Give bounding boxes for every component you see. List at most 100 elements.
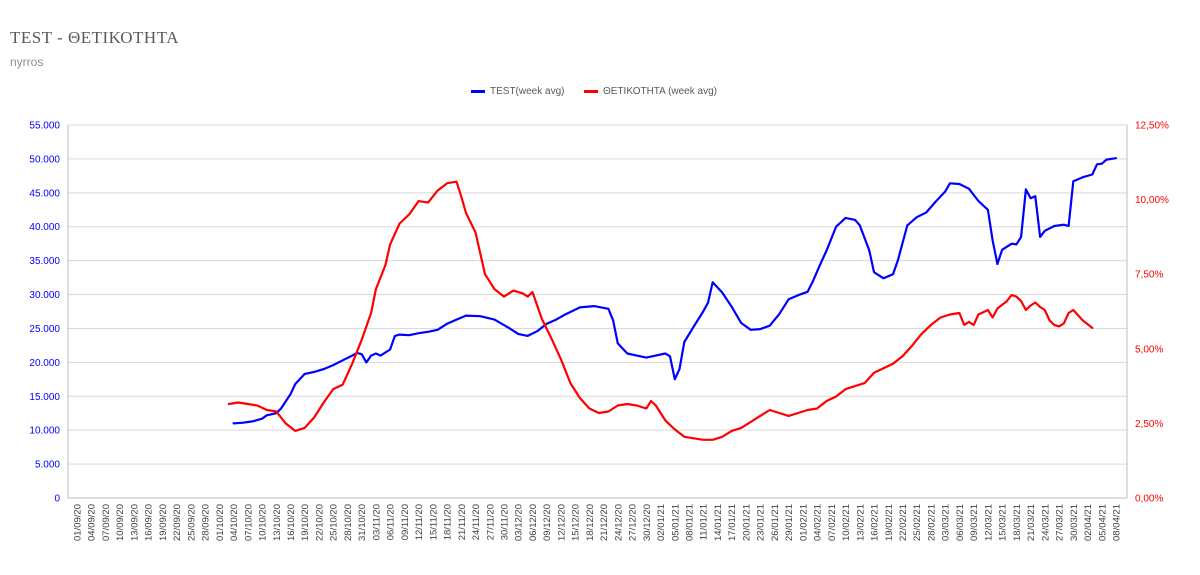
chart-legend: TEST(week avg) ΘΕΤΙΚΟΤΗΤΑ (week avg) [0,86,1200,102]
x-tick-label: 21/03/21 [1026,504,1037,541]
legend-swatch-test [471,90,485,93]
x-tick-label: 24/12/20 [613,504,624,541]
y-right-tick-label: 0,00% [1135,494,1163,505]
x-tick-label: 27/12/20 [628,504,639,541]
x-tick-label: 10/10/20 [258,504,269,541]
x-tick-label: 09/11/20 [400,504,411,540]
x-tick-label: 22/10/20 [314,504,325,541]
x-tick-label: 13/10/20 [272,504,283,541]
y-right-tick-label: 12,50% [1135,121,1169,132]
x-tick-label: 13/09/20 [129,504,140,541]
chart-title: TEST - ΘΕΤΙΚΟΤΗΤΑ [10,28,180,47]
x-tick-label: 03/11/20 [371,504,382,540]
x-tick-label: 13/02/21 [855,504,866,541]
legend-swatch-positivity [584,90,598,93]
x-tick-label: 15/03/21 [998,504,1009,541]
x-tick-label: 24/11/20 [471,504,482,540]
y-left-tick-label: 45.000 [29,188,60,199]
y-left-tick-label: 35.000 [29,256,60,267]
x-tick-label: 28/10/20 [343,504,354,541]
x-tick-label: 27/03/21 [1055,504,1066,541]
x-tick-label: 01/02/21 [798,504,809,541]
x-tick-label: 09/12/20 [542,504,553,541]
x-tick-label: 18/12/20 [585,504,596,541]
y-left-tick-label: 30.000 [29,290,60,301]
x-tick-label: 22/02/21 [898,504,909,541]
y-left-tick-label: 40.000 [29,222,60,233]
x-tick-label: 17/01/21 [727,504,738,541]
x-tick-label: 27/11/20 [485,504,496,540]
y-left-tick-label: 10.000 [29,426,60,437]
x-tick-label: 19/10/20 [300,504,311,541]
x-tick-label: 12/11/20 [414,504,425,540]
x-tick-label: 06/03/21 [955,504,966,541]
x-tick-label: 21/12/20 [599,504,610,541]
x-tick-label: 07/09/20 [101,504,112,541]
x-tick-label: 04/10/20 [229,504,240,541]
y-left-tick-label: 50.000 [29,154,60,165]
x-tick-label: 15/12/20 [571,504,582,541]
y-left-tick-label: 25.000 [29,324,60,335]
legend-label-test: TEST(week avg) [490,86,565,97]
x-tick-label: 07/10/20 [243,504,254,541]
x-tick-label: 24/03/21 [1040,504,1051,541]
x-tick-label: 09/03/21 [969,504,980,541]
x-tick-label: 14/01/21 [713,504,724,541]
y-left-tick-label: 15.000 [29,392,60,403]
x-tick-label: 04/09/20 [87,504,98,541]
x-tick-label: 16/09/20 [144,504,155,541]
x-tick-label: 23/01/21 [756,504,767,541]
x-tick-label: 19/09/20 [158,504,169,541]
x-tick-label: 16/02/21 [870,504,881,541]
x-tick-label: 22/09/20 [172,504,183,541]
x-tick-label: 02/04/21 [1083,504,1094,541]
x-tick-label: 30/12/20 [642,504,653,541]
x-tick-label: 10/02/21 [841,504,852,541]
x-tick-label: 12/03/21 [983,504,994,541]
x-tick-label: 16/10/20 [286,504,297,541]
x-tick-label: 08/01/21 [685,504,696,541]
x-tick-label: 12/12/20 [556,504,567,541]
x-tick-label: 30/11/20 [499,504,510,540]
x-tick-label: 19/02/21 [884,504,895,541]
series-line-positivity [227,180,1094,441]
x-tick-label: 29/01/21 [784,504,795,541]
x-tick-label: 06/12/20 [528,504,539,541]
x-tick-label: 11/01/21 [699,504,710,540]
x-tick-label: 02/01/21 [656,504,667,541]
x-tick-label: 20/01/21 [741,504,752,541]
x-tick-label: 03/12/20 [514,504,525,541]
x-tick-label: 05/01/21 [670,504,681,541]
legend-label-positivity: ΘΕΤΙΚΟΤΗΤΑ (week avg) [603,86,717,97]
x-tick-label: 15/11/20 [428,504,439,540]
x-tick-label: 03/03/21 [941,504,952,541]
y-right-tick-label: 2,50% [1135,419,1163,430]
y-left-tick-label: 0 [54,494,60,505]
x-tick-label: 31/10/20 [357,504,368,541]
y-left-tick-label: 55.000 [29,121,60,132]
x-tick-label: 04/02/21 [813,504,824,541]
x-tick-label: 07/02/21 [827,504,838,541]
legend-item-positivity: ΘΕΤΙΚΟΤΗΤΑ (week avg) [584,86,717,97]
y-right-tick-label: 10,00% [1135,195,1169,206]
x-tick-label: 06/11/20 [386,504,397,540]
x-tick-label: 21/11/20 [457,504,468,540]
y-right-tick-label: 7,50% [1135,270,1163,281]
x-tick-label: 25/02/21 [912,504,923,541]
x-tick-label: 30/03/21 [1069,504,1080,541]
x-tick-label: 28/09/20 [201,504,212,541]
x-tick-label: 01/09/20 [73,504,84,541]
y-left-tick-label: 5.000 [35,460,60,471]
x-tick-label: 18/11/20 [443,504,454,540]
legend-item-test: TEST(week avg) [471,86,564,97]
x-tick-label: 26/01/21 [770,504,781,541]
x-tick-label: 25/10/20 [329,504,340,541]
x-tick-label: 18/03/21 [1012,504,1023,541]
x-tick-label: 28/02/21 [926,504,937,541]
x-tick-label: 10/09/20 [115,504,126,541]
series-line-test [232,157,1118,425]
x-tick-label: 25/09/20 [186,504,197,541]
x-tick-label: 05/04/21 [1097,504,1108,541]
chart-subtitle: nyrros [10,55,44,69]
